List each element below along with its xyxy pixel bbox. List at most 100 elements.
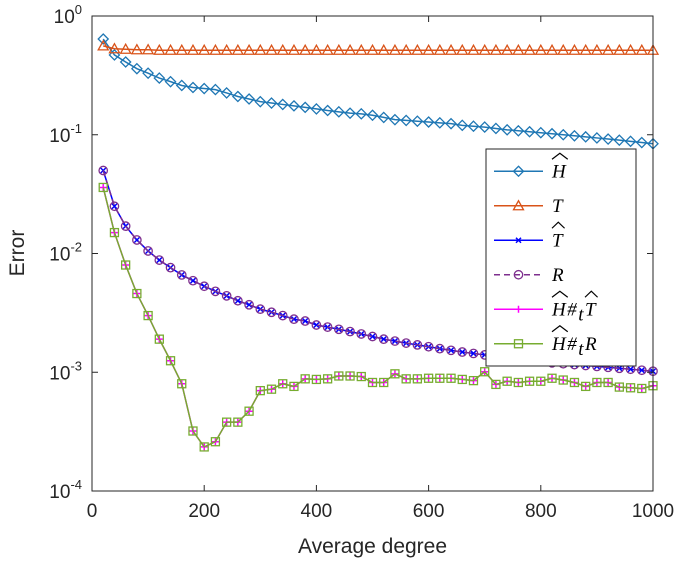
data-point-5-45 <box>603 377 613 388</box>
data-point-0-25 <box>377 111 390 124</box>
data-point-5-14 <box>255 385 265 396</box>
data-point-5-26 <box>390 369 400 379</box>
legend-label-5-1: # <box>567 334 577 355</box>
data-point-0-32 <box>456 119 469 132</box>
data-point-1-7 <box>175 43 188 55</box>
data-point-0-44 <box>590 132 603 144</box>
data-point-1-12 <box>231 43 244 55</box>
data-point-3-0 <box>98 165 109 176</box>
legend-hat-2-0 <box>551 221 565 229</box>
series-line-5 <box>102 187 654 448</box>
data-point-3-4 <box>143 246 153 256</box>
data-point-3-19 <box>311 320 322 330</box>
data-point-5-22 <box>345 371 355 381</box>
data-point-0-22 <box>344 107 356 120</box>
data-point-0-47 <box>624 135 637 148</box>
series-line-0 <box>102 38 654 145</box>
data-point-0-31 <box>445 117 457 130</box>
data-point-3-11 <box>221 290 232 301</box>
legend-marker-0 <box>512 165 525 178</box>
data-point-1-46 <box>613 43 626 55</box>
data-point-1-33 <box>467 43 480 55</box>
data-point-5-1 <box>109 227 120 238</box>
data-point-0-0 <box>97 33 110 45</box>
data-point-1-0 <box>97 39 110 51</box>
data-point-5-12 <box>233 417 243 427</box>
data-point-0-18 <box>299 101 312 114</box>
data-point-5-43 <box>581 381 591 392</box>
data-point-5-38 <box>524 376 535 386</box>
data-point-0-16 <box>276 98 289 111</box>
data-point-0-24 <box>366 109 379 122</box>
legend-marker-5 <box>513 339 524 349</box>
data-point-1-34 <box>478 43 491 55</box>
data-point-5-32 <box>457 374 467 385</box>
data-point-3-2 <box>120 221 131 231</box>
series-1 <box>97 39 660 55</box>
data-point-3-20 <box>322 322 333 332</box>
data-point-1-45 <box>602 43 615 55</box>
data-point-0-33 <box>467 120 480 133</box>
ticks-layer: 0 200 400 600 800 1000 100 10-1 10-2 10-3 10-4 <box>49 2 674 522</box>
data-point-5-44 <box>592 377 602 388</box>
legend-marker-2 <box>515 237 522 244</box>
data-point-5-41 <box>558 375 568 385</box>
data-point-1-40 <box>545 43 559 55</box>
data-point-1-24 <box>366 43 379 55</box>
data-point-0-10 <box>209 83 222 96</box>
data-point-0-21 <box>332 105 345 118</box>
data-point-0-20 <box>321 104 334 117</box>
data-point-5-46 <box>614 382 624 392</box>
data-point-1-32 <box>456 43 469 55</box>
data-point-3-23 <box>356 329 367 339</box>
data-point-0-34 <box>478 121 491 134</box>
data-point-0-35 <box>490 122 502 135</box>
data-point-1-19 <box>310 43 323 55</box>
data-point-3-29 <box>423 341 434 352</box>
data-point-1-27 <box>400 43 413 55</box>
data-point-1-39 <box>534 43 547 55</box>
data-point-5-9 <box>199 442 209 452</box>
series-line-1 <box>103 45 653 51</box>
data-point-5-17 <box>289 381 299 392</box>
data-point-3-30 <box>434 343 445 354</box>
data-point-1-23 <box>355 43 368 55</box>
data-point-5-30 <box>435 373 445 383</box>
data-point-1-36 <box>501 43 514 55</box>
data-point-1-38 <box>523 43 536 55</box>
data-point-3-12 <box>233 295 243 306</box>
legend-label-4-3: T <box>585 299 597 320</box>
legend-label-4-0: H <box>551 299 567 320</box>
data-point-2-33 <box>470 350 477 357</box>
data-point-5-23 <box>356 371 366 382</box>
data-point-5-10 <box>210 437 221 447</box>
data-point-0-23 <box>355 107 368 120</box>
data-point-0-43 <box>579 130 592 143</box>
legend-label-5-2: t <box>578 339 584 360</box>
data-point-5-29 <box>423 373 434 383</box>
data-point-0-5 <box>153 72 166 85</box>
data-point-0-11 <box>220 87 233 99</box>
data-point-3-33 <box>468 348 479 359</box>
data-point-0-12 <box>231 90 244 103</box>
data-point-1-43 <box>579 43 592 55</box>
data-point-1-22 <box>343 43 357 55</box>
data-point-5-40 <box>547 373 557 383</box>
data-point-1-31 <box>444 43 458 55</box>
data-point-3-10 <box>210 286 221 297</box>
series-5 <box>98 182 658 452</box>
data-point-2-24 <box>369 333 376 340</box>
data-point-0-3 <box>130 62 143 75</box>
data-point-0-39 <box>534 126 547 139</box>
data-point-2-25 <box>380 336 387 343</box>
data-point-3-31 <box>446 345 456 356</box>
data-point-5-42 <box>569 377 580 388</box>
data-point-5-48 <box>637 383 647 394</box>
x-axis-label: Average degree <box>298 535 447 558</box>
data-point-0-28 <box>411 115 424 128</box>
data-point-5-34 <box>480 367 490 377</box>
data-point-5-31 <box>446 373 456 383</box>
data-point-3-3 <box>132 235 142 245</box>
